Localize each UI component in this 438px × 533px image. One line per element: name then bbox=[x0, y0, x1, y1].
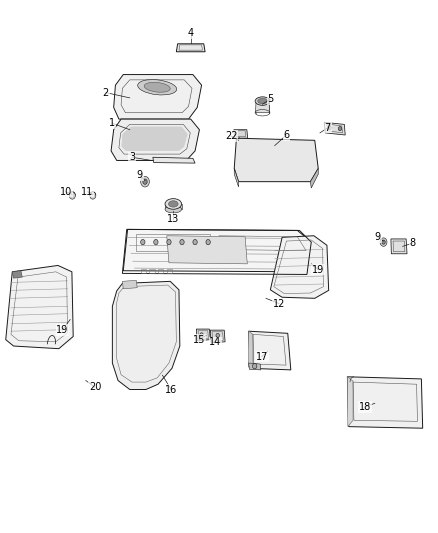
Polygon shape bbox=[347, 377, 423, 428]
Circle shape bbox=[206, 239, 210, 245]
Ellipse shape bbox=[144, 82, 170, 92]
Circle shape bbox=[167, 239, 171, 245]
Ellipse shape bbox=[258, 99, 267, 104]
Text: 13: 13 bbox=[167, 214, 180, 224]
Text: 22: 22 bbox=[225, 131, 237, 141]
Text: 19: 19 bbox=[56, 325, 68, 335]
Text: 20: 20 bbox=[89, 382, 101, 392]
Ellipse shape bbox=[255, 97, 270, 106]
Ellipse shape bbox=[165, 199, 182, 209]
Polygon shape bbox=[12, 271, 22, 278]
Text: 11: 11 bbox=[81, 187, 94, 197]
Text: 4: 4 bbox=[187, 28, 194, 38]
Circle shape bbox=[328, 125, 331, 130]
Polygon shape bbox=[270, 236, 328, 298]
Ellipse shape bbox=[138, 79, 177, 95]
Polygon shape bbox=[196, 329, 210, 341]
Text: 8: 8 bbox=[410, 238, 416, 248]
Polygon shape bbox=[114, 75, 201, 119]
Ellipse shape bbox=[169, 201, 178, 207]
Text: 15: 15 bbox=[193, 335, 205, 345]
Circle shape bbox=[141, 239, 145, 245]
Polygon shape bbox=[249, 331, 291, 370]
Polygon shape bbox=[234, 138, 318, 182]
Polygon shape bbox=[122, 280, 137, 289]
Polygon shape bbox=[249, 363, 261, 370]
Polygon shape bbox=[123, 229, 311, 272]
Text: 14: 14 bbox=[209, 337, 222, 348]
Text: 10: 10 bbox=[60, 187, 72, 197]
Circle shape bbox=[180, 239, 184, 245]
Polygon shape bbox=[249, 331, 253, 367]
Circle shape bbox=[193, 239, 197, 245]
Text: 18: 18 bbox=[359, 402, 371, 412]
Polygon shape bbox=[165, 204, 182, 209]
Polygon shape bbox=[234, 168, 239, 187]
Circle shape bbox=[154, 239, 158, 245]
Circle shape bbox=[90, 192, 96, 199]
Circle shape bbox=[380, 238, 387, 246]
Polygon shape bbox=[255, 102, 269, 113]
Ellipse shape bbox=[165, 206, 182, 213]
Text: 19: 19 bbox=[312, 265, 325, 274]
Polygon shape bbox=[391, 239, 407, 254]
Polygon shape bbox=[324, 122, 345, 135]
Polygon shape bbox=[153, 157, 195, 163]
Polygon shape bbox=[311, 168, 318, 188]
Text: 17: 17 bbox=[255, 352, 268, 361]
Polygon shape bbox=[6, 265, 73, 349]
Text: 2: 2 bbox=[103, 87, 109, 98]
Polygon shape bbox=[234, 130, 248, 138]
Polygon shape bbox=[111, 119, 199, 160]
Text: 9: 9 bbox=[375, 232, 381, 243]
Polygon shape bbox=[347, 377, 353, 426]
Text: 7: 7 bbox=[325, 123, 331, 133]
Polygon shape bbox=[167, 236, 247, 264]
Text: 5: 5 bbox=[267, 94, 273, 104]
Text: 9: 9 bbox=[137, 171, 143, 180]
Polygon shape bbox=[210, 330, 225, 343]
Circle shape bbox=[338, 126, 342, 131]
Circle shape bbox=[216, 333, 219, 337]
Circle shape bbox=[253, 364, 257, 369]
Polygon shape bbox=[121, 126, 187, 151]
Text: 3: 3 bbox=[129, 152, 135, 162]
Text: 6: 6 bbox=[283, 130, 290, 140]
Text: 16: 16 bbox=[165, 384, 177, 394]
Text: 1: 1 bbox=[110, 118, 116, 128]
Circle shape bbox=[143, 179, 147, 184]
Polygon shape bbox=[113, 281, 180, 390]
Circle shape bbox=[382, 240, 385, 244]
Circle shape bbox=[141, 176, 149, 187]
Circle shape bbox=[200, 333, 203, 337]
Text: 12: 12 bbox=[273, 298, 285, 309]
Polygon shape bbox=[177, 44, 205, 52]
Circle shape bbox=[69, 192, 75, 199]
